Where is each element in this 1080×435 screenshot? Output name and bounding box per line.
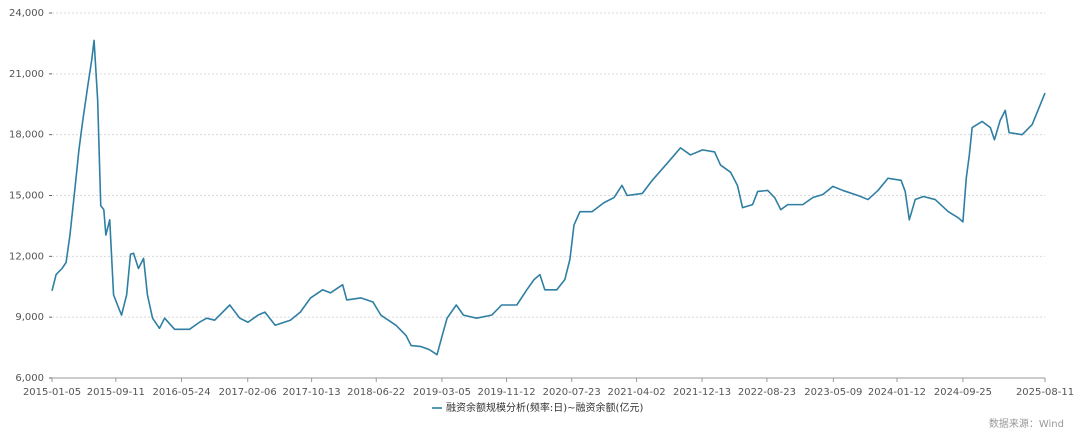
y-tick-label: 18,000 bbox=[9, 130, 44, 141]
y-tick-label: 12,000 bbox=[9, 251, 44, 262]
x-tick-label: 2023-05-09 bbox=[804, 387, 862, 398]
x-tick-label: 2017-10-13 bbox=[283, 387, 341, 398]
x-tick-label: 2019-03-05 bbox=[413, 387, 471, 398]
x-tick-label: 2022-08-23 bbox=[738, 387, 796, 398]
x-tick-label: 2016-05-24 bbox=[152, 387, 210, 398]
x-tick-label: 2017-02-06 bbox=[219, 387, 277, 398]
data-line bbox=[51, 39, 1046, 356]
legend-label: 融资余额规模分析(频率:日)~融资余额(亿元) bbox=[446, 401, 643, 414]
x-tick-label: 2025-08-11 bbox=[1016, 387, 1074, 398]
x-tick-label: 2015-01-05 bbox=[23, 387, 81, 398]
x-tick-label: 2021-12-13 bbox=[673, 387, 731, 398]
y-tick-label: 21,000 bbox=[9, 69, 44, 80]
x-tick-label: 2015-09-11 bbox=[87, 387, 145, 398]
x-tick-label: 2024-09-25 bbox=[934, 387, 992, 398]
y-tick-label: 15,000 bbox=[9, 191, 44, 202]
source-note: 数据来源：Wind bbox=[989, 417, 1064, 430]
x-tick-label: 2021-04-02 bbox=[608, 387, 666, 398]
y-tick-label: 6,000 bbox=[15, 373, 44, 384]
x-tick-label: 2019-11-12 bbox=[477, 387, 535, 398]
x-tick-label: 2024-01-12 bbox=[868, 387, 926, 398]
x-tick-label: 2020-07-23 bbox=[543, 387, 601, 398]
y-tick-label: 9,000 bbox=[15, 312, 44, 323]
x-tick-label: 2018-06-22 bbox=[347, 387, 405, 398]
y-tick-label: 24,000 bbox=[9, 8, 44, 19]
